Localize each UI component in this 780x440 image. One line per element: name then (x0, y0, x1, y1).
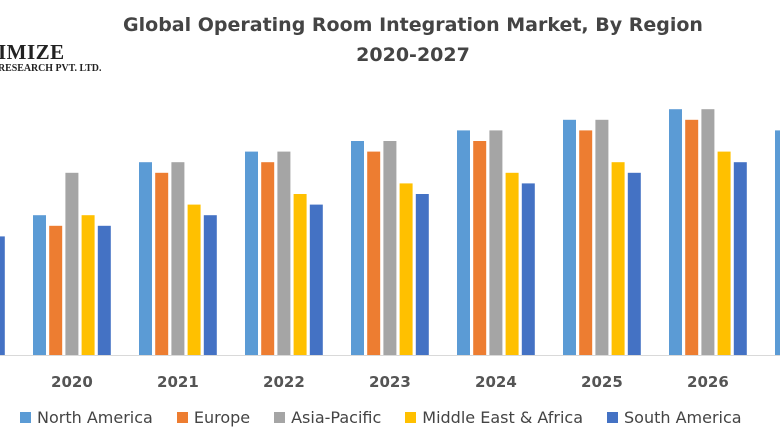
bar-north-america-2027 (775, 130, 780, 355)
bar-north-america-2024 (457, 130, 470, 355)
x-tick-label-2021: 2021 (157, 373, 199, 391)
bar-middle-east-africa-2021 (187, 204, 201, 355)
bar-south-america-2019 (0, 236, 5, 355)
bar-europe-2020 (49, 225, 63, 355)
bar-europe-2025 (579, 130, 593, 355)
bar-middle-east-africa-2022 (293, 194, 307, 355)
logo-text: IMIZE (0, 40, 65, 64)
legend-swatch (176, 412, 188, 423)
bar-europe-2022 (261, 162, 275, 355)
bar-north-america-2021 (139, 162, 152, 355)
bar-north-america-2025 (563, 119, 576, 355)
bar-south-america-2024 (521, 183, 535, 355)
legend-item: Asia-Pacific (274, 408, 381, 427)
bar-south-america-2021 (203, 215, 217, 355)
bar-europe-2026 (685, 119, 699, 355)
bar-europe-2024 (473, 141, 487, 355)
bar-asia-pacific-2021 (171, 162, 185, 355)
bar-middle-east-africa-2025 (611, 162, 625, 355)
x-tick-label-2024: 2024 (475, 373, 517, 391)
bar-north-america-2020 (33, 215, 46, 355)
legend-label: North America (37, 408, 153, 427)
bar-europe-2023 (367, 151, 381, 355)
chart-title: Global Operating Room Integration Market… (123, 14, 703, 36)
legend-swatch (274, 412, 286, 423)
legend-item: North America (20, 408, 153, 427)
x-tick-label-2023: 2023 (369, 373, 411, 391)
bar-middle-east-africa-2024 (505, 172, 519, 355)
x-tick-label-2025: 2025 (581, 373, 623, 391)
legend-label: Middle East & Africa (422, 408, 584, 427)
chart-subtitle: 2020-2027 (356, 44, 470, 66)
legend-item: Europe (176, 408, 251, 427)
legend-swatch (405, 412, 417, 423)
bar-south-america-2023 (415, 194, 429, 355)
legend-swatch (607, 412, 619, 423)
bar-south-america-2020 (97, 225, 111, 355)
bar-asia-pacific-2024 (489, 130, 503, 355)
bar-north-america-2023 (351, 141, 364, 355)
bar-middle-east-africa-2023 (399, 183, 413, 355)
legend-label: Asia-Pacific (291, 408, 382, 427)
bar-south-america-2022 (309, 204, 323, 355)
bar-middle-east-africa-2026 (717, 151, 731, 355)
bar-europe-2021 (155, 172, 169, 355)
bar-south-america-2025 (627, 172, 641, 355)
legend-label: Europe (193, 408, 251, 427)
legend: North America Europe Asia-Pacific Middle Ea… (20, 408, 742, 427)
bar-asia-pacific-2025 (595, 119, 609, 355)
legend-item: Middle East & Africa (405, 408, 583, 427)
bar-south-america-2026 (733, 162, 747, 355)
x-tick-label-2020: 2020 (51, 373, 93, 391)
legend-item: South America (607, 408, 742, 427)
bar-middle-east-africa-2020 (81, 215, 95, 355)
bar-asia-pacific-2023 (383, 141, 397, 355)
legend-swatch (20, 412, 31, 423)
bar-north-america-2022 (245, 151, 258, 355)
x-tick-label-2022: 2022 (263, 373, 305, 391)
bar-asia-pacific-2022 (277, 151, 291, 355)
bar-asia-pacific-2020 (65, 172, 79, 355)
bar-north-america-2026 (669, 109, 682, 355)
logo-subtext: RESEARCH PVT. LTD. (0, 62, 102, 74)
x-tick-label-2026: 2026 (687, 373, 729, 391)
legend-label: South America (624, 408, 742, 427)
bar-asia-pacific-2026 (701, 109, 715, 355)
